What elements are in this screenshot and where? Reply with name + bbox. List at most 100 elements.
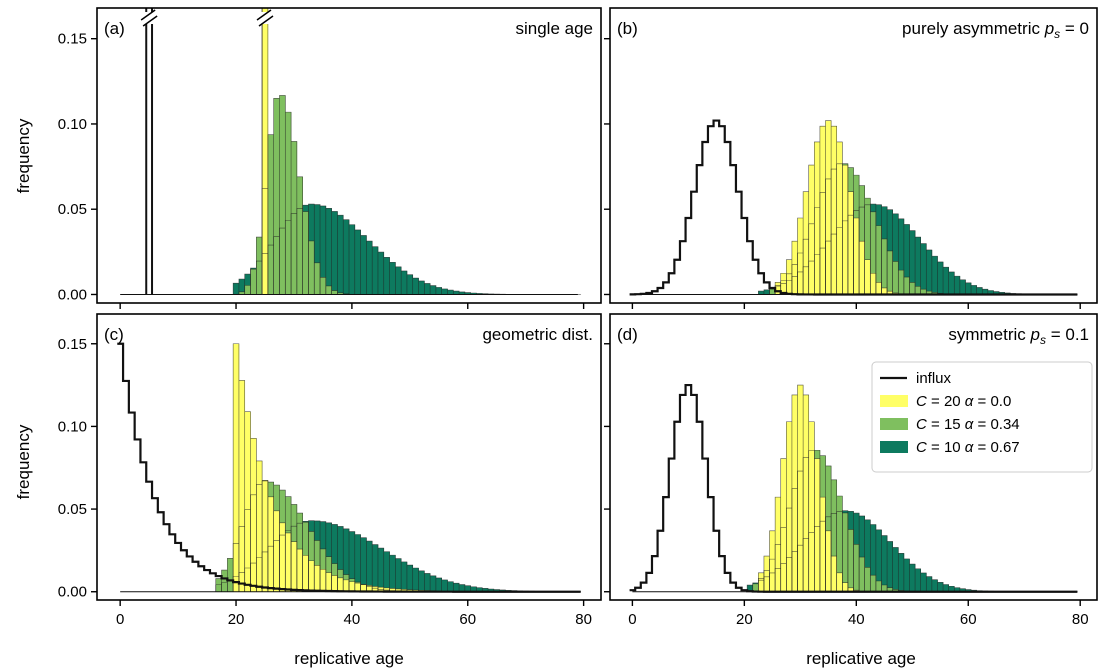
x-tick-label: 20: [228, 611, 245, 628]
bar: [943, 584, 949, 592]
bar: [758, 291, 765, 295]
bar: [825, 465, 832, 592]
panel-title: single age: [515, 19, 593, 38]
bar: [389, 555, 396, 592]
legend-swatch: [880, 441, 908, 453]
bar: [238, 279, 246, 295]
bar: [797, 218, 804, 295]
bar: [250, 438, 257, 592]
bar: [898, 218, 905, 295]
y-tick-label: 0.00: [58, 286, 87, 303]
x-tick-label: 20: [736, 611, 753, 628]
bar: [337, 215, 344, 295]
y-tick-label: 0.10: [58, 418, 87, 435]
bar: [887, 541, 893, 592]
bar: [291, 141, 298, 295]
bar: [909, 564, 916, 592]
bar: [441, 579, 448, 592]
panel-label: (d): [617, 325, 638, 344]
bar: [808, 421, 815, 592]
bar: [354, 583, 361, 592]
bar: [291, 541, 298, 592]
bar: [987, 290, 994, 295]
bar: [337, 526, 344, 592]
axis-break-marker: [140, 9, 158, 27]
y-tick-label: 0.15: [58, 31, 87, 48]
bar: [976, 287, 983, 295]
bar: [401, 561, 408, 592]
axes-frame: [609, 7, 1098, 304]
bar: [836, 572, 843, 592]
bar: [786, 421, 793, 592]
bar: [780, 273, 787, 295]
bar: [763, 556, 770, 592]
bar: [926, 249, 933, 295]
bar: [864, 567, 871, 592]
bar: [227, 558, 234, 592]
bar: [285, 112, 292, 295]
bar: [892, 547, 899, 592]
bar: [926, 576, 933, 592]
bar: [325, 572, 332, 592]
x-tick-label: 60: [459, 611, 476, 628]
bar: [836, 141, 843, 295]
bar: [825, 120, 832, 295]
series-C20: [775, 120, 927, 295]
bar: [870, 211, 877, 295]
bar: [971, 285, 977, 295]
bar: [262, 480, 269, 592]
bar: [389, 262, 396, 295]
legend-entry-label: C = 10 α = 0.67: [916, 439, 1020, 456]
bar: [881, 585, 888, 592]
bar: [847, 587, 854, 592]
x-tick-label: 60: [960, 611, 977, 628]
xlabel-left: replicative age: [294, 649, 404, 668]
axes-frame: [609, 313, 1098, 601]
bar: [937, 261, 944, 295]
bar: [937, 582, 944, 592]
panel-label: (b): [617, 19, 638, 38]
bar: [881, 287, 888, 295]
bar: [825, 530, 832, 592]
bar: [383, 551, 390, 592]
axes-frame: [96, 7, 602, 304]
bar: [233, 283, 240, 295]
x-tick-label: 80: [1072, 611, 1089, 628]
bar: [418, 280, 425, 295]
bar: [383, 257, 390, 295]
series-C20: [233, 343, 442, 592]
bar: [244, 411, 251, 592]
bar: [314, 565, 321, 592]
bar: [372, 246, 379, 295]
bar: [803, 394, 810, 592]
bar: [238, 291, 246, 295]
panel-c: 0 20 40 60 80 0.00 0.05 0.10 0.15 (c) geometric di…: [58, 313, 602, 628]
bar: [273, 98, 280, 295]
bar: [808, 165, 815, 295]
bar: [819, 126, 826, 295]
bar: [931, 256, 938, 295]
bar: [842, 512, 849, 592]
bar: [320, 205, 327, 295]
bar: [406, 565, 414, 592]
bar: [780, 458, 787, 592]
bar: [360, 537, 367, 592]
legend-swatch: [880, 418, 908, 430]
bar: [285, 532, 292, 592]
bar: [954, 587, 961, 592]
bar: [758, 572, 765, 592]
bar: [909, 230, 916, 295]
x-tick-label: 0: [116, 611, 124, 628]
bar: [395, 558, 402, 592]
bar: [325, 208, 332, 295]
bar: [875, 282, 882, 295]
bar: [250, 269, 257, 295]
bar: [915, 237, 921, 295]
bar: [920, 289, 927, 295]
bar: [256, 460, 263, 592]
bar: [791, 241, 798, 295]
bar: [233, 343, 240, 592]
bar: [493, 589, 500, 592]
bar: [859, 557, 865, 592]
